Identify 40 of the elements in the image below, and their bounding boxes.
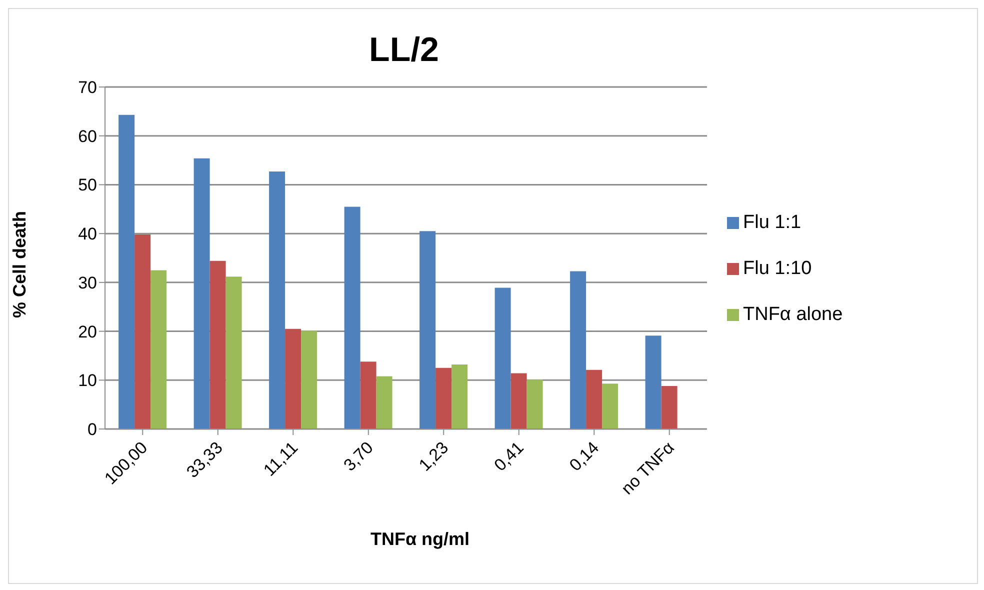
x-tick-label: 3,70: [340, 438, 377, 475]
bar: [118, 114, 135, 429]
bar: [510, 373, 527, 429]
bar: [134, 234, 151, 429]
y-axis-title: % Cell death: [9, 210, 30, 318]
bar: [586, 370, 602, 429]
bar: [194, 158, 210, 429]
bar: [344, 206, 360, 429]
bar: [150, 270, 167, 429]
y-tick-label: 70: [78, 78, 97, 98]
x-tick-label: 0,41: [490, 438, 528, 475]
y-tick-label: 0: [88, 420, 97, 440]
bar: [526, 380, 543, 429]
chart-title: LL/2: [368, 31, 440, 70]
y-tick-label: 10: [78, 371, 97, 390]
legend-label: Flu 1:1: [743, 212, 802, 233]
bar: [226, 276, 242, 429]
bar: [269, 172, 286, 429]
bar: [436, 368, 452, 429]
y-tick-label: 60: [78, 126, 97, 146]
y-tick-label: 20: [78, 322, 97, 342]
bar: [420, 231, 436, 429]
bar: [285, 328, 302, 429]
x-tick-label: 0,14: [566, 438, 603, 475]
y-tick-label: 40: [78, 224, 97, 244]
bar: [360, 362, 376, 429]
bar: [661, 386, 678, 429]
bar: [452, 364, 468, 429]
legend-label: TNFα alone: [743, 304, 843, 325]
legend-label: Flu 1:10: [743, 258, 812, 279]
bar: [645, 336, 662, 429]
bar: [570, 271, 586, 429]
bar: [494, 288, 511, 429]
y-tick-label: 50: [78, 176, 97, 195]
y-tick-label: 30: [78, 273, 97, 292]
x-axis-title: TNFα ng/ml: [369, 529, 471, 550]
bar: [602, 384, 618, 429]
bar: [301, 330, 318, 429]
bar: [210, 260, 226, 429]
bar: [376, 376, 392, 429]
